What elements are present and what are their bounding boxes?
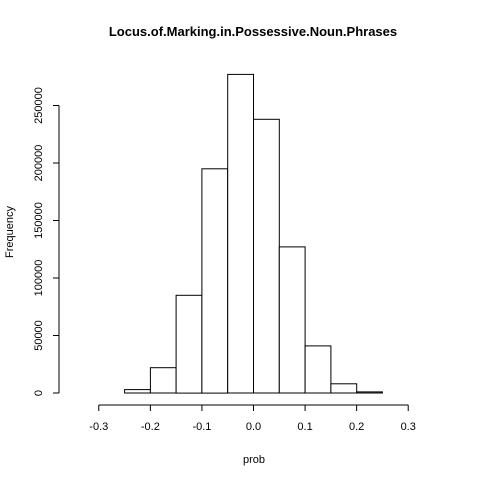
x-tick-label: -0.3 xyxy=(89,421,108,433)
histogram-bar-2 xyxy=(175,294,203,394)
histogram-bar-8 xyxy=(330,383,358,394)
histogram-bar-3 xyxy=(201,168,229,394)
histogram-bar-0 xyxy=(124,389,151,394)
x-tick-label: 0.0 xyxy=(246,421,261,433)
bars-group xyxy=(124,73,383,394)
x-tick-label: -0.2 xyxy=(141,421,160,433)
histogram-bar-4 xyxy=(227,73,254,394)
y-axis: 0 50000 100000 150000 200000 250000 xyxy=(33,87,60,396)
histogram-bar-9 xyxy=(356,391,383,394)
y-tick-label: 250000 xyxy=(33,87,45,124)
histogram-bar-1 xyxy=(149,367,177,394)
x-tick-label: 0.1 xyxy=(297,421,312,433)
y-tick-label: 100000 xyxy=(33,260,45,297)
histogram-bar-7 xyxy=(304,345,332,394)
y-tick-label: 150000 xyxy=(33,202,45,239)
x-tick-label: 0.2 xyxy=(349,421,364,433)
y-axis-label: Frequency xyxy=(4,206,16,258)
x-axis-label: prob xyxy=(243,454,265,466)
histogram-bar-5 xyxy=(253,118,280,394)
x-tick-label: 0.3 xyxy=(401,421,416,433)
y-tick-label: 50000 xyxy=(33,320,45,351)
y-tick-label: 0 xyxy=(33,390,45,396)
x-axis: -0.3 -0.2 -0.1 0.0 0.1 0.2 0.3 xyxy=(89,404,416,433)
chart-title: Locus.of.Marking.in.Possessive.Noun.Phra… xyxy=(109,24,397,39)
histogram-bar-6 xyxy=(278,246,306,394)
y-tick-label: 200000 xyxy=(33,145,45,182)
x-tick-label: -0.1 xyxy=(192,421,211,433)
